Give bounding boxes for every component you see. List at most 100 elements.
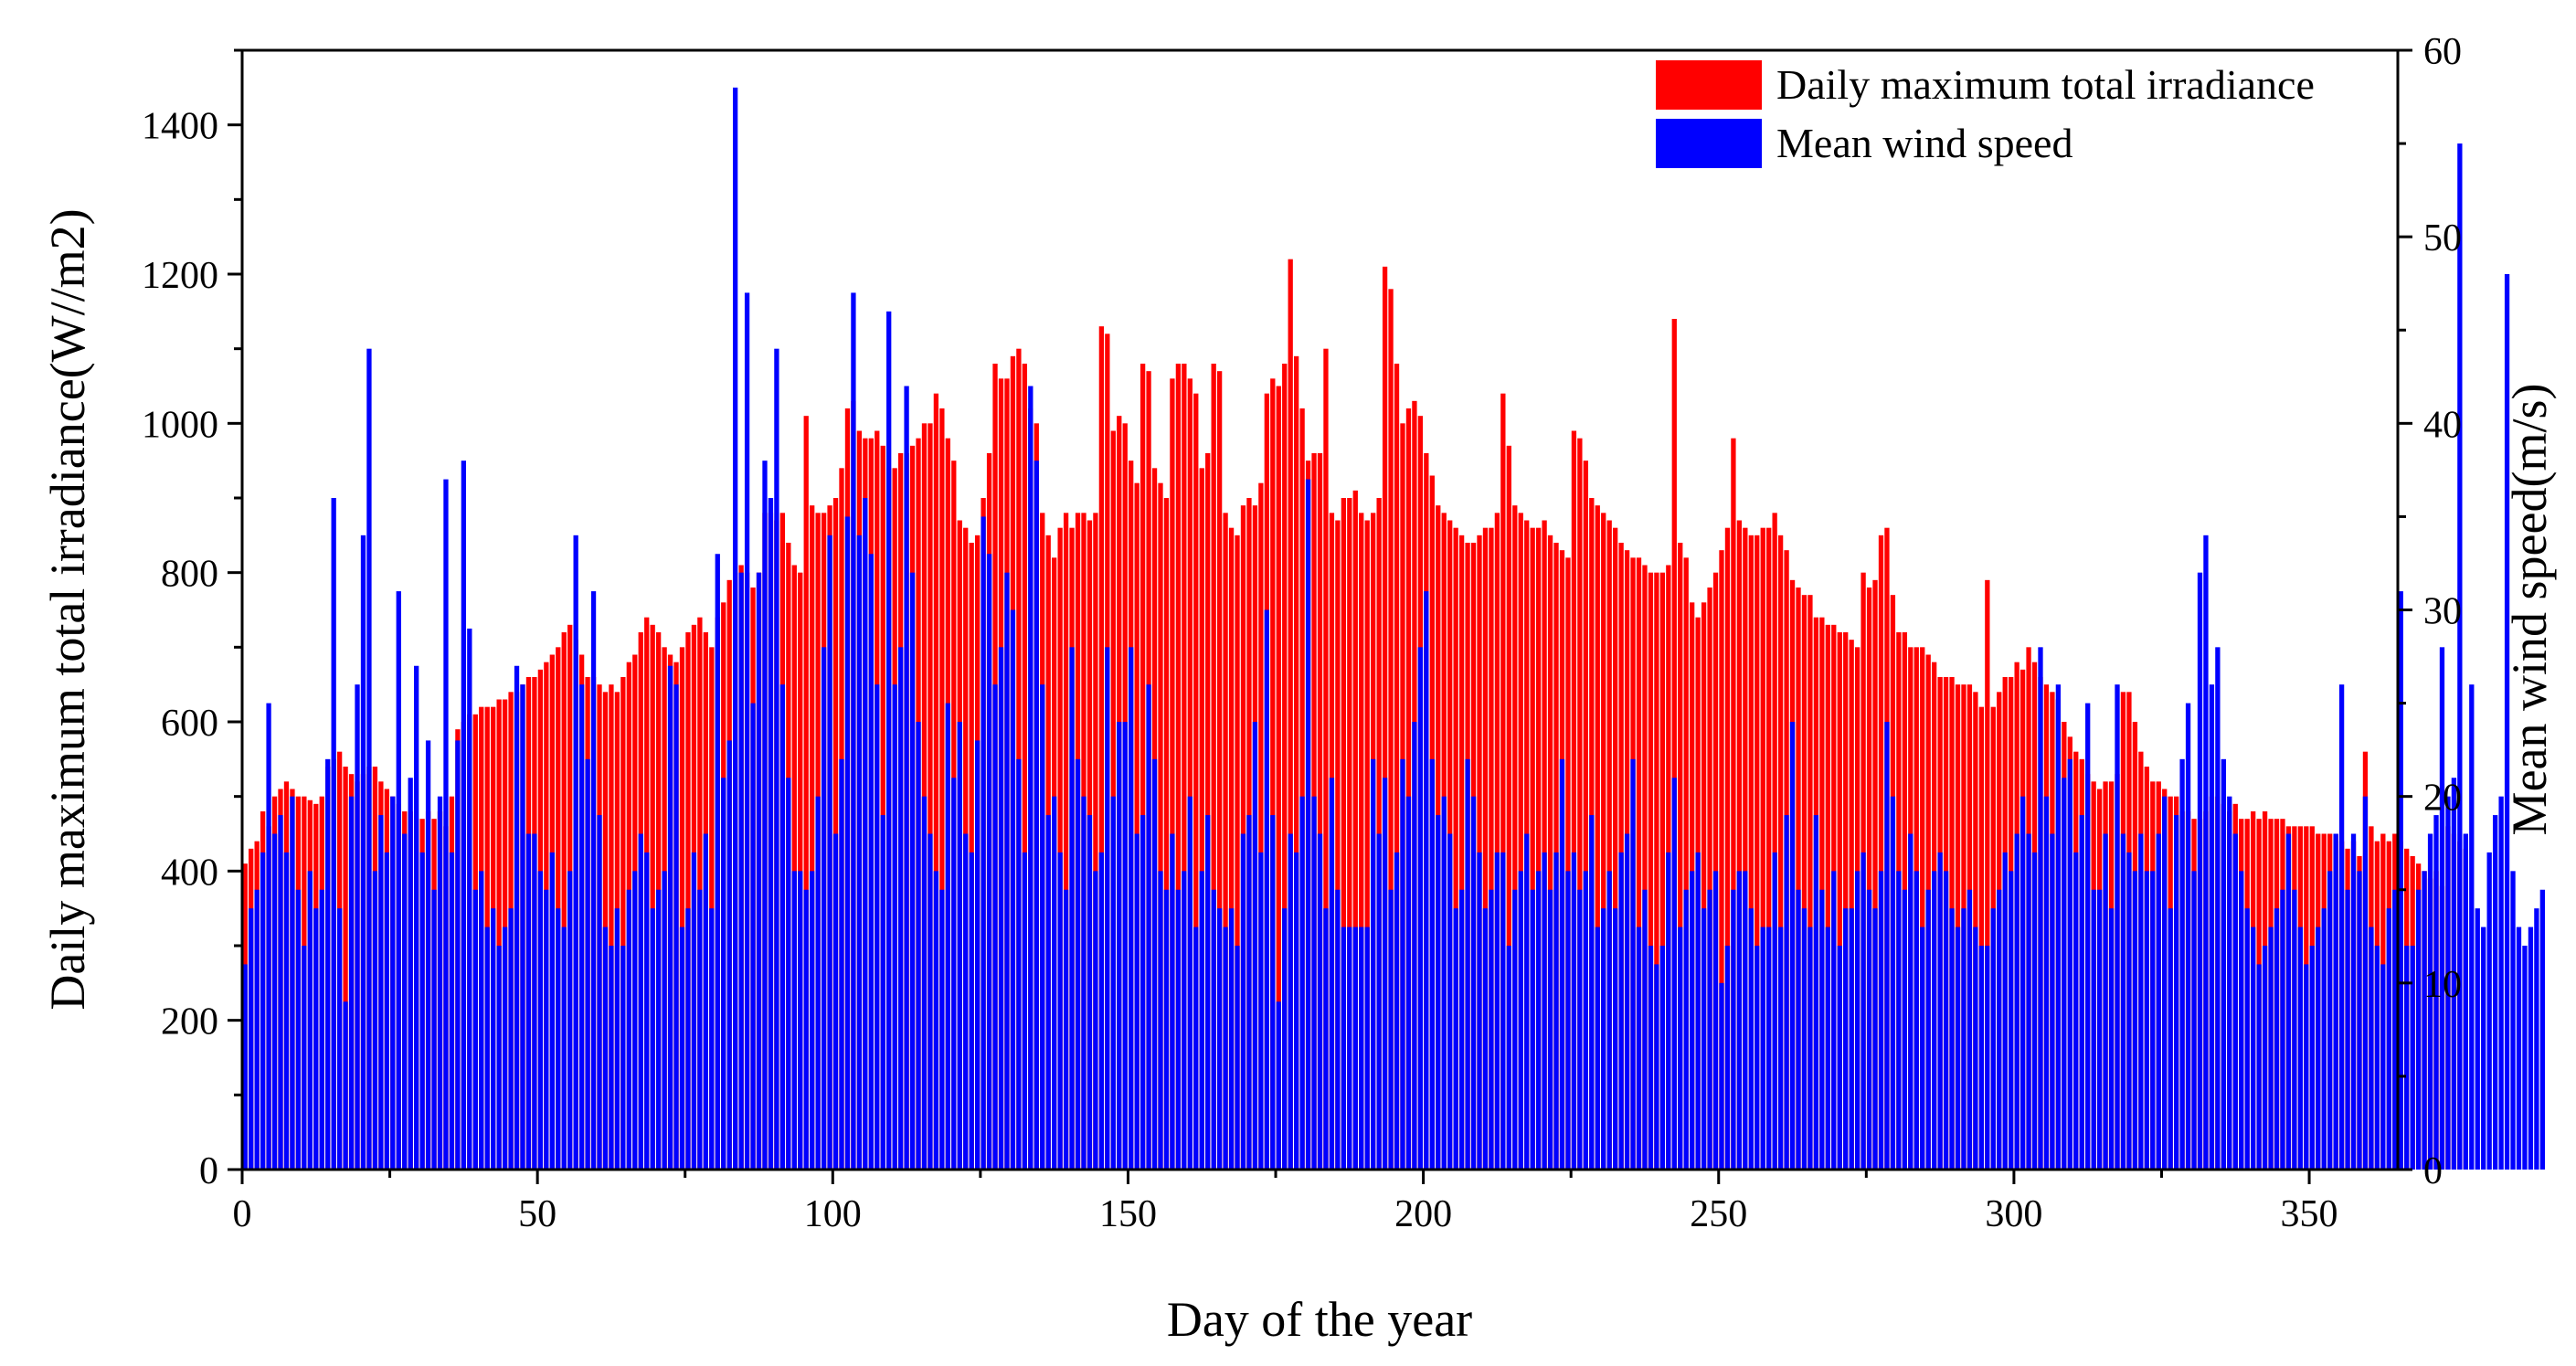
wind-bar-256: [1748, 908, 1754, 1170]
irradiance-bar-222: [1547, 535, 1553, 1170]
wind-bar-110: [886, 311, 892, 1170]
wind-bar-15: [325, 758, 331, 1170]
wind-bar-289: [1943, 871, 1949, 1170]
wind-bar-279: [1884, 722, 1890, 1170]
wind-bar-96: [803, 889, 809, 1170]
wind-bar-24: [378, 815, 384, 1170]
wind-bar-381: [2486, 852, 2492, 1170]
wind-bar-329: [2179, 758, 2185, 1170]
wind-bar-49: [525, 833, 532, 1170]
irradiance-bar-156: [1158, 482, 1163, 1170]
right-tick-label: 20: [2423, 778, 2462, 820]
wind-bar-99: [821, 647, 827, 1170]
wind-bar-353: [2321, 908, 2327, 1170]
irradiance-bar-190: [1359, 513, 1364, 1170]
left-tick-label: 800: [161, 554, 218, 596]
wind-bar-71: [655, 889, 662, 1170]
wind-bar-140: [1063, 889, 1069, 1170]
wind-bar-167: [1223, 927, 1228, 1170]
irradiance-bar-96: [803, 416, 809, 1170]
irradiance-bar-206: [1453, 527, 1458, 1170]
irradiance-bar-254: [1736, 520, 1743, 1170]
wind-bar-202: [1429, 758, 1435, 1170]
wind-bar-7: [278, 815, 283, 1170]
irradiance-bar-160: [1182, 364, 1187, 1170]
wind-bar-320: [2126, 852, 2132, 1170]
wind-bar-328: [2173, 815, 2179, 1170]
wind-bar-374: [2445, 796, 2451, 1170]
wind-bar-74: [673, 684, 679, 1170]
wind-bar-277: [1872, 908, 1878, 1170]
wind-bar-91: [774, 348, 779, 1170]
wind-bar-82: [721, 778, 726, 1170]
right-tick-label: 30: [2423, 591, 2462, 633]
wind-bar-246: [1690, 871, 1695, 1170]
wind-bar-264: [1796, 889, 1801, 1170]
wind-bar-370: [2422, 871, 2427, 1170]
wind-bar-302: [2019, 796, 2026, 1170]
wind-bar-254: [1736, 871, 1743, 1170]
irradiance-bar-183: [1317, 453, 1323, 1170]
wind-bar-387: [2522, 946, 2528, 1170]
wind-bar-121: [951, 778, 957, 1170]
wind-bar-151: [1129, 647, 1134, 1170]
wind-bar-251: [1719, 982, 1724, 1170]
wind-bar-229: [1589, 815, 1595, 1170]
irradiance-bar-119: [939, 408, 945, 1170]
wind-bar-175: [1270, 815, 1276, 1170]
wind-bar-138: [1052, 796, 1057, 1170]
wind-bar-102: [839, 758, 844, 1170]
wind-bar-116: [921, 796, 928, 1170]
wind-bar-306: [2043, 796, 2050, 1170]
wind-bar-248: [1701, 908, 1707, 1170]
wind-bar-13: [313, 908, 319, 1170]
wind-bar-75: [679, 927, 685, 1170]
wind-bar-361: [2369, 927, 2374, 1170]
wind-bar-368: [2410, 946, 2415, 1170]
irradiance-bar-75: [679, 647, 685, 1170]
wind-bar-198: [1405, 796, 1412, 1170]
wind-bar-311: [2073, 852, 2079, 1170]
irradiance-bar-44: [496, 699, 502, 1170]
irradiance-bar-266: [1807, 595, 1813, 1170]
left-tick-label: 0: [199, 1150, 218, 1192]
wind-bar-58: [578, 684, 585, 1170]
wind-bar-310: [2067, 758, 2072, 1170]
irradiance-bar-210: [1477, 535, 1482, 1170]
wind-bar-349: [2297, 927, 2304, 1170]
wind-bar-261: [1777, 927, 1784, 1170]
wind-speed-bars: [242, 87, 2545, 1170]
legend-label-irradiance: Daily maximum total irradiance: [1776, 61, 2315, 108]
wind-bar-360: [2362, 796, 2369, 1170]
wind-bar-19: [348, 796, 355, 1170]
wind-bar-187: [1341, 927, 1346, 1170]
right-axis-label: Mean wind speed(m/s): [2502, 384, 2557, 836]
wind-bar-137: [1045, 815, 1051, 1170]
wind-bar-66: [626, 889, 631, 1170]
wind-bar-219: [1530, 889, 1535, 1170]
wind-bar-120: [945, 703, 950, 1170]
wind-bar-142: [1075, 758, 1081, 1170]
wind-bar-376: [2457, 143, 2463, 1170]
wind-bar-119: [939, 889, 945, 1170]
wind-bar-176: [1276, 1001, 1281, 1170]
wind-bar-177: [1282, 908, 1288, 1170]
wind-bar-283: [1908, 833, 1913, 1170]
wind-bar-128: [992, 684, 998, 1170]
wind-bar-344: [2268, 927, 2274, 1170]
wind-bar-245: [1683, 889, 1689, 1170]
wind-bar-358: [2350, 833, 2357, 1170]
wind-bar-67: [632, 871, 638, 1170]
wind-bar-126: [981, 516, 986, 1170]
wind-bar-130: [1004, 572, 1010, 1170]
irradiance-bar-55: [561, 632, 567, 1170]
wind-bar-364: [2386, 908, 2391, 1170]
irradiance-bar-239: [1648, 572, 1654, 1170]
irradiance-bar-186: [1335, 520, 1341, 1170]
wind-bar-55: [561, 927, 567, 1170]
wind-bar-2: [249, 908, 254, 1170]
wind-bar-319: [2120, 833, 2126, 1170]
wind-bar-150: [1122, 722, 1128, 1170]
wind-bar-346: [2280, 889, 2285, 1170]
